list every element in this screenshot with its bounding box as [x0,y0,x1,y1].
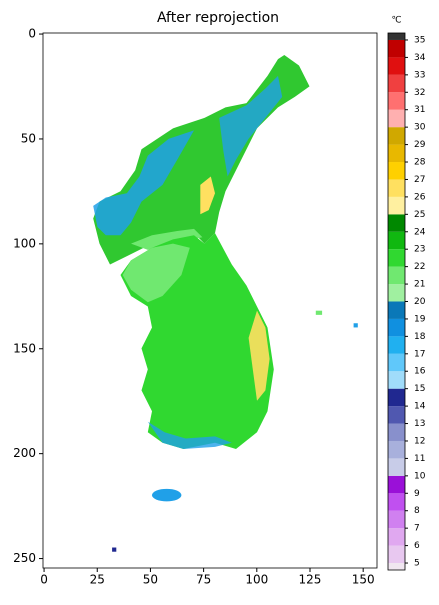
colorbar-tick-label: 15 [414,384,425,394]
colorbar-tick-label: 23 [414,245,425,255]
colorbar-tick-label: 32 [414,88,425,98]
chart-title: After reprojection [157,10,279,26]
x-tick-label: 125 [299,573,322,587]
colorbar-segment [388,318,405,337]
colorbar-tick-label: 8 [414,506,420,516]
x-tick-label: 150 [352,573,375,587]
colorbar-segment [388,406,405,424]
colorbar-segment [388,458,405,476]
y-tick-label: 250 [13,551,36,565]
colorbar-segment [388,33,405,40]
colorbar-segment [388,545,405,564]
colorbar-tick-label: 21 [414,280,425,290]
colorbar-tick-label: 17 [414,349,425,359]
colorbar-segment [388,266,405,285]
colorbar-tick-label: 24 [414,227,426,237]
colorbar-tick-label: 35 [414,35,425,45]
colorbar-tick-label: 26 [414,192,426,202]
colorbar-tick-label: 18 [414,332,426,342]
colorbar-tick-label: 30 [414,123,426,133]
colorbar-segment [388,92,405,110]
y-tick-label: 50 [21,131,36,145]
axes-frame [42,32,378,569]
colorbar-frame [387,32,406,571]
colorbar-segment [388,388,405,407]
colorbar-segment [388,528,405,546]
colorbar-tick-label: 13 [414,419,425,429]
x-tick-label: 75 [196,573,211,587]
colorbar-segment [388,510,405,529]
colorbar-tick-label: 10 [414,471,426,481]
x-tick-label: 50 [143,573,158,587]
colorbar-tick-label: 28 [414,158,426,168]
colorbar-segment [388,440,405,459]
colorbar-segment [388,563,405,570]
x-tick-label: 25 [90,573,105,587]
colorbar-segment [388,284,405,302]
colorbar-tick-label: 25 [414,210,425,220]
colorbar-segment [388,39,405,58]
y-tick-label: 100 [13,236,36,250]
colorbar-tick-label: 14 [414,402,426,412]
colorbar-segment [388,109,405,128]
colorbar-tick-label: 7 [414,524,420,534]
colorbar-segment [388,336,405,354]
colorbar-segment [388,249,405,267]
colorbar-segment [388,475,405,494]
x-tick-label: 100 [245,573,268,587]
colorbar-segment [388,353,405,372]
colorbar-segment [388,57,405,75]
colorbar-tick-label: 29 [414,140,426,150]
colorbar-label: ℃ [391,16,401,26]
colorbar-tick-label: 12 [414,436,425,446]
colorbar-segment [388,214,405,232]
colorbar-segment [388,179,405,197]
colorbar-tick-label: 11 [414,454,425,464]
colorbar-segment [388,127,405,145]
colorbar-segment [388,493,405,511]
colorbar-segment [388,423,405,441]
y-tick-label: 0 [28,27,36,41]
x-tick-label: 0 [40,573,48,587]
colorbar-tick-label: 6 [414,541,420,551]
colorbar-segment [388,371,405,389]
colorbar-tick-label: 16 [414,367,426,377]
map-image [93,54,358,552]
colorbar-segment [388,162,405,180]
colorbar-tick-label: 34 [414,53,426,63]
colorbar-tick-label: 20 [414,297,426,307]
colorbar-tick-label: 27 [414,175,425,185]
colorbar-segment [388,74,405,93]
colorbar-segment [388,196,405,215]
colorbar-tick-label: 5 [414,559,420,569]
colorbar-tick-label: 9 [414,489,420,499]
colorbar-tick-label: 33 [414,70,425,80]
colorbar-tick-label: 22 [414,262,425,272]
colorbar-segment [388,301,405,319]
colorbar-segment [388,144,405,163]
colorbar-tick-label: 31 [414,105,425,115]
colorbar-segment [388,231,405,250]
y-tick-label: 150 [13,341,36,355]
colorbar-tick-label: 19 [414,314,426,324]
y-tick-label: 200 [13,446,36,460]
